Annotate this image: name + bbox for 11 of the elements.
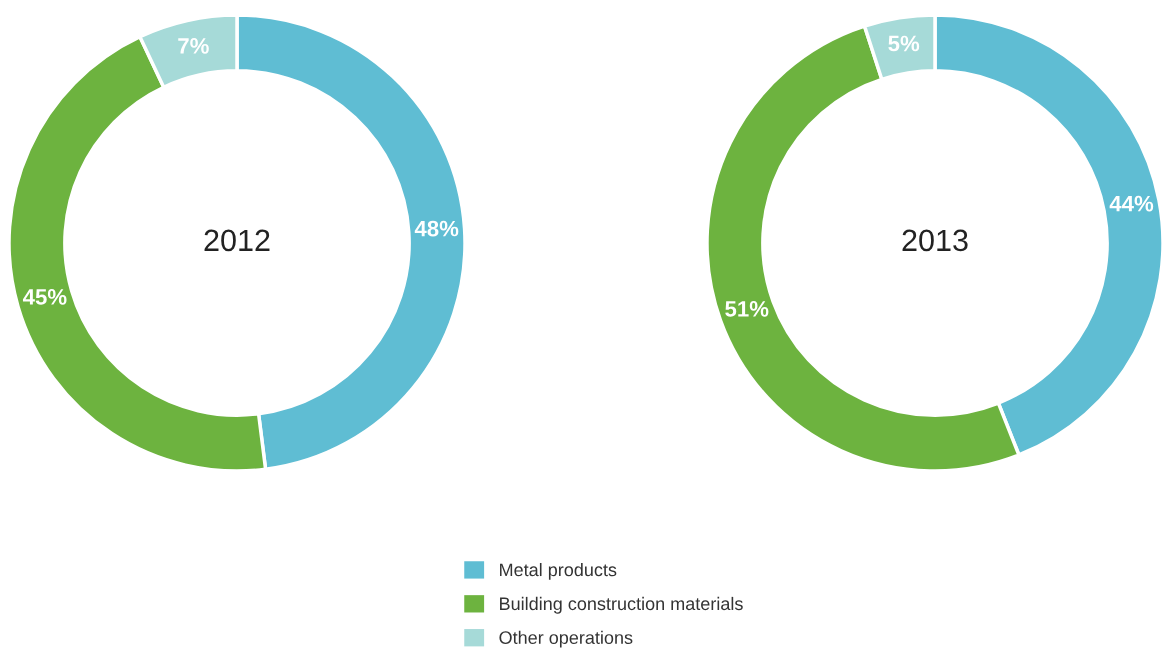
text: 2013 — [902, 229, 968, 252]
text: 2012 — [204, 229, 270, 252]
data-label: 51% — [725, 301, 769, 317]
data-label: 44% — [1109, 195, 1154, 212]
data-label: 5% — [888, 35, 920, 52]
legend-label: Metal products — [500, 562, 617, 580]
data-label: 45% — [22, 289, 67, 305]
data-label: 7% — [178, 38, 209, 54]
data-label: 48% — [414, 220, 459, 237]
legend-label: Other operations — [499, 630, 633, 648]
legend-label: Building construction materials — [500, 596, 743, 614]
